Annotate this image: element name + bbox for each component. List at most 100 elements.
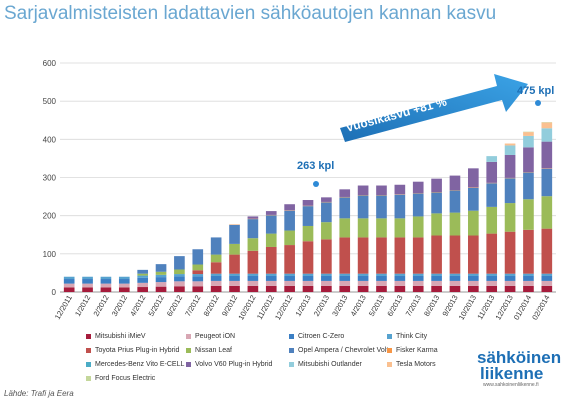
bar-segment bbox=[412, 285, 424, 292]
bar-segment bbox=[486, 275, 498, 281]
bar-segment bbox=[63, 279, 75, 284]
bar-segment bbox=[265, 215, 277, 234]
bar-segment bbox=[302, 225, 314, 242]
x-tick-label: 2/2012 bbox=[91, 294, 110, 318]
bar-segment bbox=[229, 243, 240, 255]
bar-segment bbox=[174, 286, 185, 292]
x-tick-label: 2/2013 bbox=[312, 294, 331, 318]
bar-segment bbox=[284, 230, 295, 246]
legend-item: Mitsubishi Outlander bbox=[289, 361, 362, 368]
bar-segment bbox=[523, 132, 534, 136]
bar-segment bbox=[449, 285, 461, 292]
bar-segment bbox=[247, 285, 259, 292]
bar-segment bbox=[247, 216, 259, 219]
x-tick-label: 6/2012 bbox=[165, 294, 184, 318]
bar-segment bbox=[523, 229, 534, 274]
bar-segment bbox=[192, 270, 204, 275]
bar-segment bbox=[449, 275, 461, 281]
bar-segment bbox=[486, 233, 498, 274]
legend-item: Mitsubishi iMieV bbox=[86, 333, 146, 340]
bar-segment bbox=[339, 189, 351, 197]
bar-segment bbox=[486, 156, 498, 162]
bar-segment bbox=[504, 273, 516, 276]
chart-title: Sarjavalmisteisten ladattavien sähköauto… bbox=[4, 3, 497, 24]
growth-arrow bbox=[340, 74, 528, 142]
x-tick-label: 8/2013 bbox=[422, 294, 441, 318]
y-tick-label: 400 bbox=[43, 135, 57, 144]
bar-segment bbox=[192, 274, 204, 277]
bar-segment bbox=[468, 275, 479, 281]
bar-segment bbox=[504, 143, 516, 146]
legend-item: Volvo V60 Plug-in Hybrid bbox=[186, 361, 272, 368]
bar-segment bbox=[155, 282, 167, 287]
bar-segment bbox=[174, 256, 185, 270]
bar-segment bbox=[523, 135, 534, 148]
bar-segment bbox=[229, 224, 240, 244]
bar-segment bbox=[174, 274, 185, 277]
bar-segment bbox=[412, 275, 424, 281]
bar-segment bbox=[523, 280, 534, 286]
bar-segment bbox=[192, 276, 204, 282]
bar-segment bbox=[137, 275, 148, 278]
legend-swatch bbox=[186, 347, 191, 353]
y-tick-label: 500 bbox=[43, 97, 57, 106]
bar-segment bbox=[118, 287, 130, 292]
bar-segment bbox=[321, 285, 332, 292]
bar-segment bbox=[174, 281, 185, 287]
bar-segment bbox=[357, 237, 369, 274]
y-tick-label: 0 bbox=[52, 288, 57, 297]
legend-swatch bbox=[86, 347, 91, 353]
bar-segment bbox=[210, 262, 222, 274]
bar-segment bbox=[449, 235, 461, 274]
bar-segment bbox=[449, 280, 461, 286]
legend-label: Citroen C-Zero bbox=[298, 333, 345, 340]
bar-segment bbox=[486, 206, 498, 234]
bar-segment bbox=[449, 212, 461, 236]
y-tick-label: 200 bbox=[43, 212, 57, 221]
bar-segment bbox=[137, 282, 148, 288]
bar-segment bbox=[541, 141, 553, 169]
bar-segment bbox=[504, 203, 516, 232]
bar-segment bbox=[523, 275, 534, 281]
bar-segment bbox=[155, 286, 167, 292]
x-tick-label: 7/2012 bbox=[183, 294, 202, 318]
bar-segment bbox=[229, 280, 240, 286]
bar-segment bbox=[229, 254, 240, 274]
bar-segment bbox=[394, 273, 406, 276]
bar-segment bbox=[431, 280, 442, 286]
bar-segment bbox=[541, 273, 553, 276]
bar-segment bbox=[357, 185, 369, 196]
bar-segment bbox=[82, 279, 93, 284]
x-tick-label: 4/2013 bbox=[349, 294, 368, 318]
bar-segment bbox=[376, 195, 387, 219]
legend-label: Think City bbox=[396, 333, 428, 340]
bar-segment bbox=[210, 273, 222, 276]
bar-segment bbox=[468, 168, 479, 188]
bar-segment bbox=[302, 275, 314, 281]
bar-segment bbox=[504, 145, 516, 155]
bar-segment bbox=[302, 280, 314, 286]
bar-segment bbox=[137, 273, 148, 276]
bar-segment bbox=[486, 273, 498, 276]
bar-segment bbox=[155, 277, 167, 283]
legend-swatch bbox=[289, 361, 294, 367]
bar-segment bbox=[541, 168, 553, 197]
bar-segment bbox=[339, 237, 351, 274]
legend-label: Peugeot iON bbox=[195, 333, 236, 340]
x-tick-label: 4/2012 bbox=[128, 294, 147, 318]
logo: sähköinen liikenne www.sahkoinenliikenne… bbox=[477, 349, 567, 388]
bar-segment bbox=[376, 185, 387, 196]
bar-segment bbox=[339, 275, 351, 281]
legend-item: Citroen C-Zero bbox=[289, 333, 344, 340]
bar-segment bbox=[210, 280, 222, 286]
bar-segment bbox=[468, 285, 479, 292]
legend-label: Nissan Leaf bbox=[195, 347, 232, 354]
bar-segment bbox=[247, 275, 259, 281]
bar-segment bbox=[357, 275, 369, 281]
bar-segment bbox=[174, 276, 185, 282]
bar-segment bbox=[321, 275, 332, 281]
bar-segment bbox=[412, 280, 424, 286]
bar-segment bbox=[431, 178, 442, 193]
legend-swatch bbox=[86, 361, 91, 367]
